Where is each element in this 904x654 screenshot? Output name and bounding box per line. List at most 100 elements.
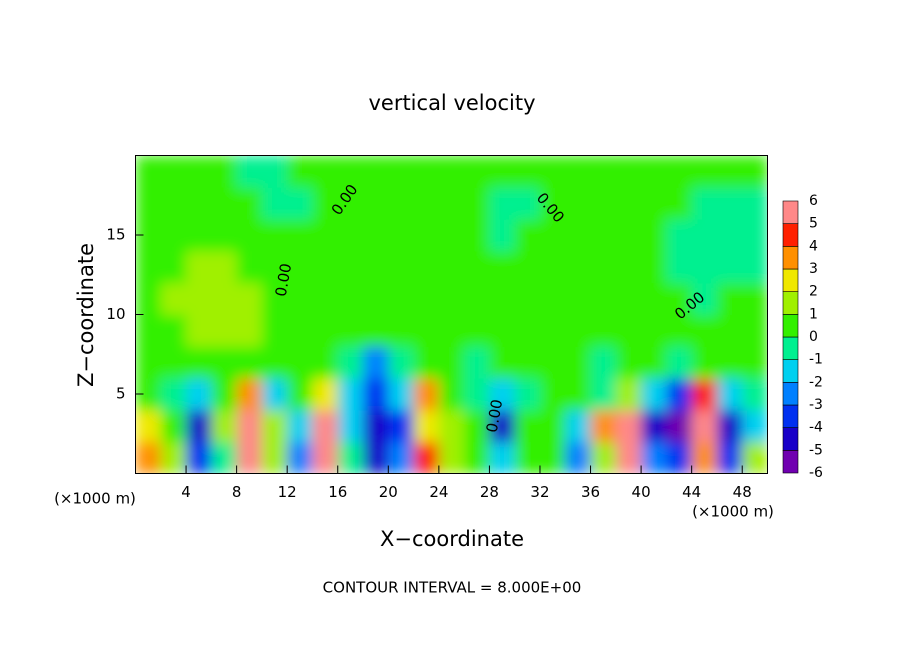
heatmap-cell xyxy=(565,187,592,220)
heatmap-cell xyxy=(590,155,617,188)
heatmap-cell xyxy=(287,187,313,220)
heatmap-cell xyxy=(160,155,187,188)
heatmap-cell xyxy=(413,187,440,220)
heatmap-cell xyxy=(464,441,490,474)
heatmap-cell xyxy=(287,250,313,284)
heatmap-cell xyxy=(641,378,667,411)
heatmap-cell xyxy=(312,314,339,347)
heatmap-cell xyxy=(160,250,187,284)
heatmap-cell xyxy=(514,314,541,347)
heatmap-cell xyxy=(489,314,516,347)
heatmap-cell xyxy=(135,409,162,443)
heatmap-cell xyxy=(666,409,693,443)
heatmap-cell xyxy=(135,314,162,347)
colorbar-label: 6 xyxy=(809,193,818,209)
heatmap-cell xyxy=(666,282,693,315)
heatmap-cell xyxy=(211,250,238,284)
heatmap-cell xyxy=(236,155,263,188)
heatmap-cell xyxy=(312,250,339,284)
heatmap-cell xyxy=(337,314,364,347)
heatmap-cell xyxy=(716,219,743,252)
heatmap-cell xyxy=(413,219,440,252)
heatmap-cell xyxy=(641,219,667,252)
heatmap-cell xyxy=(211,378,238,411)
heatmap-cell xyxy=(464,314,490,347)
heatmap-cell xyxy=(337,346,364,379)
colorbar-swatch xyxy=(782,427,799,451)
heatmap-cell xyxy=(464,187,490,220)
heatmap-cell xyxy=(565,219,592,252)
colorbar-label: -6 xyxy=(809,465,823,481)
heatmap-cell xyxy=(539,282,566,315)
heatmap-cell xyxy=(337,250,364,284)
heatmap-cell xyxy=(489,155,516,188)
heatmap-cell xyxy=(514,282,541,315)
colorbar-swatch xyxy=(782,404,799,428)
heatmap-cell xyxy=(363,282,389,315)
heatmap-cell xyxy=(211,219,238,252)
heatmap-cell xyxy=(489,346,516,379)
colorbar-swatch xyxy=(782,359,799,383)
heatmap-cell xyxy=(160,187,187,220)
heatmap-cell xyxy=(337,378,364,411)
heatmap-cell xyxy=(666,314,693,347)
x-tick-label: 44 xyxy=(682,483,701,501)
heatmap-cell xyxy=(716,409,743,443)
heatmap-cell xyxy=(312,409,339,443)
colorbar-label: -2 xyxy=(809,374,823,390)
heatmap-cell xyxy=(287,441,313,474)
heatmap-cell xyxy=(742,409,768,443)
heatmap-cell xyxy=(186,187,212,220)
heatmap-cell xyxy=(413,441,440,474)
colorbar-label: -1 xyxy=(809,352,823,368)
heatmap-cell xyxy=(514,441,541,474)
colorbar-label: -5 xyxy=(809,442,823,458)
x-tick-label: 20 xyxy=(379,483,398,501)
heatmap-cell xyxy=(565,378,592,411)
heatmap-cell xyxy=(388,409,415,443)
heatmap-cell xyxy=(211,441,238,474)
heatmap-cell xyxy=(716,250,743,284)
heatmap-cell xyxy=(641,155,667,188)
heatmap-cell xyxy=(135,441,162,474)
heatmap-cell xyxy=(716,314,743,347)
heatmap-cell xyxy=(742,282,768,315)
heatmap-cell xyxy=(691,378,718,411)
heatmap-cell xyxy=(539,187,566,220)
heatmap-cell xyxy=(312,282,339,315)
heatmap-cell xyxy=(388,314,415,347)
colorbar-label: -3 xyxy=(809,397,823,413)
heatmap-cell xyxy=(388,155,415,188)
heatmap-cell xyxy=(363,250,389,284)
heatmap-cell xyxy=(590,409,617,443)
x-tick-label: 48 xyxy=(733,483,752,501)
heatmap-cell xyxy=(666,219,693,252)
heatmap-cell xyxy=(312,441,339,474)
heatmap-cell xyxy=(565,250,592,284)
heatmap-cell xyxy=(438,346,465,379)
heatmap-cell xyxy=(742,155,768,188)
heatmap-cell xyxy=(363,155,389,188)
heatmap-cell xyxy=(261,314,288,347)
heatmap-cell xyxy=(615,219,642,252)
heatmap-cell xyxy=(590,250,617,284)
heatmap-cell xyxy=(514,346,541,379)
heatmap-cell xyxy=(489,441,516,474)
heatmap-cell xyxy=(261,187,288,220)
heatmap-cell xyxy=(641,250,667,284)
x-tick-label: 40 xyxy=(632,483,651,501)
heatmap-cell xyxy=(742,219,768,252)
heatmap-cell xyxy=(337,187,364,220)
heatmap-cell xyxy=(464,250,490,284)
heatmap-cell xyxy=(489,282,516,315)
heatmap-cell xyxy=(236,187,263,220)
heatmap-cell xyxy=(691,282,718,315)
heatmap-cell xyxy=(186,346,212,379)
heatmap-cell xyxy=(312,155,339,188)
heatmap-cell xyxy=(135,155,162,188)
heatmap-cell xyxy=(464,219,490,252)
heatmap-cell xyxy=(337,409,364,443)
heatmap-cell xyxy=(539,250,566,284)
heatmap-cell xyxy=(615,250,642,284)
heatmap-cell xyxy=(514,378,541,411)
